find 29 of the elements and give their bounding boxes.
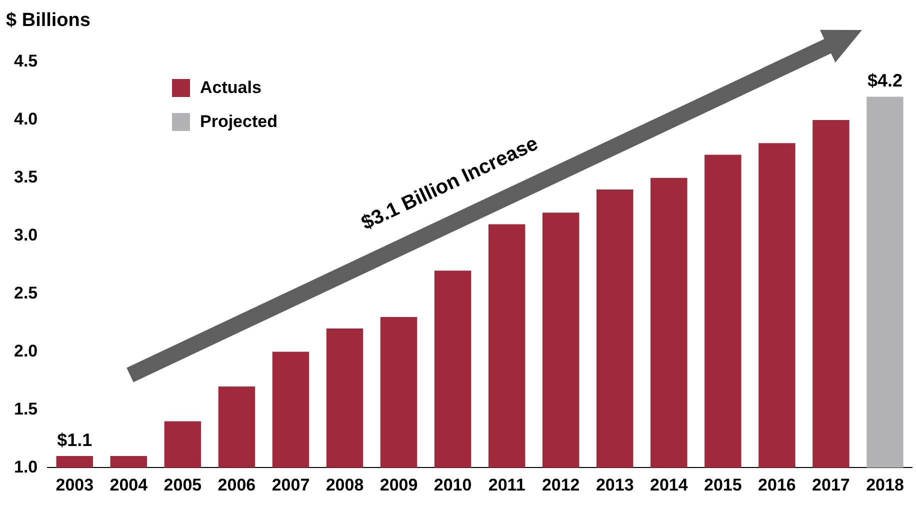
x-tick-label: 2011 bbox=[488, 475, 526, 494]
x-tick-label: 2007 bbox=[272, 475, 310, 494]
y-tick-label: 2.0 bbox=[14, 341, 38, 360]
x-tick-label: 2015 bbox=[704, 475, 742, 494]
x-tick-label: 2004 bbox=[110, 475, 148, 494]
x-tick-label: 2009 bbox=[380, 475, 418, 494]
y-tick-label: 2.5 bbox=[14, 283, 38, 302]
y-tick-label: 3.0 bbox=[14, 226, 38, 245]
x-tick-label: 2013 bbox=[596, 475, 634, 494]
y-tick-label: 1.0 bbox=[14, 457, 38, 476]
data-label: $4.2 bbox=[867, 70, 903, 91]
legend-label: Projected bbox=[200, 112, 278, 132]
x-tick-label: 2014 bbox=[650, 475, 688, 494]
data-label: $1.1 bbox=[57, 430, 92, 450]
y-tick-label: 1.5 bbox=[14, 399, 38, 418]
x-tick-label: 2010 bbox=[434, 475, 472, 494]
x-tick-label: 2017 bbox=[812, 475, 850, 494]
x-tick-label: 2003 bbox=[56, 475, 94, 494]
x-tick-label: 2006 bbox=[218, 475, 256, 494]
x-tick-label: 2018 bbox=[866, 475, 904, 494]
x-tick-label: 2012 bbox=[542, 475, 580, 494]
x-tick-label: 2005 bbox=[164, 475, 202, 494]
y-tick-label: 4.5 bbox=[14, 52, 38, 71]
y-axis-title: $ Billions bbox=[6, 10, 90, 32]
y-tick-label: 3.5 bbox=[14, 168, 38, 187]
x-tick-label: 2016 bbox=[758, 475, 796, 494]
y-tick-label: 4.0 bbox=[14, 110, 38, 129]
legend-label: Actuals bbox=[200, 78, 262, 98]
x-tick-label: 2008 bbox=[326, 475, 364, 494]
